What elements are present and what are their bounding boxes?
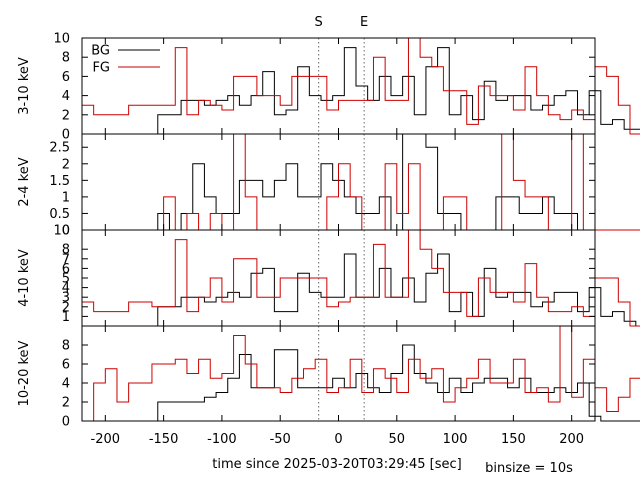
x-axis-label: time since 2025-03-20T03:29:45 [sec] [212,457,461,472]
y-tick-label: 1 [62,310,70,325]
panel-frame [81,229,596,327]
series-fg-line [82,229,640,327]
y-axis-label: 2-4 keV [17,157,32,206]
x-tick-label: 150 [501,432,526,447]
y-tick-label: 4 [62,377,70,392]
y-tick-label: 7 [62,252,70,267]
y-tick-label: 8 [62,339,70,354]
y-tick-label: 2 [62,396,70,411]
marker-label-e: E [360,15,368,30]
y-axis-label: 4-10 keV [17,249,32,307]
y-tick-label: 8 [62,243,70,258]
y-tick-label: 1.5 [49,174,70,189]
x-tick-label: -100 [207,432,237,447]
x-tick-label: 200 [559,432,584,447]
x-tick-label: -150 [149,432,179,447]
panel-frame [81,37,596,135]
y-tick-label: 2 [62,108,70,123]
y-tick-label: 0 [62,224,70,239]
y-tick-label: 0.5 [49,207,70,222]
binsize-label: binsize = 10s [485,461,573,476]
panel-4: 0 2 4 6 8 -200 -150 -100 -50 0 50 100 150 200 10-20 ke… [17,325,640,447]
x-tick-label: 100 [443,432,468,447]
y-tick-label: 2 [62,157,70,172]
y-tick-label: 10 [53,224,70,239]
y-tick-label: 6 [62,262,70,277]
series-fg-line [82,133,640,231]
y-tick-label: 10 [53,32,70,47]
marker-label-s: S [315,15,323,30]
legend-label-bg: BG [91,44,110,59]
y-tick-label: 4 [62,89,70,104]
y-tick-label: 1 [62,190,70,205]
legend-label-fg: FG [92,61,110,76]
y-tick-label: 4 [62,281,70,296]
series-bg-line [82,47,640,135]
y-tick-label: 0 [62,415,70,430]
panel-1: 0 2 4 6 8 10 3-10 keV S E BG FG [17,15,640,143]
x-tick-label: -50 [270,432,291,447]
y-axis-label: 3-10 keV [17,57,32,115]
y-tick-label: 2.5 [49,141,70,156]
series-bg-line [82,344,640,422]
y-tick-label: 2 [62,300,70,315]
y-axis-label: 10-20 keV [17,340,32,406]
y-tick-label: 5 [62,272,70,287]
x-tick-label: 50 [389,432,406,447]
y-tick-label: 3 [62,291,70,306]
panel-2: 0 0.5 11.5 22.5 2-4 keV [17,133,640,239]
x-tick-label: 0 [334,432,342,447]
x-tick-label: -200 [91,432,121,447]
series-bg-line [82,133,640,231]
y-tick-label: 0 [62,128,70,143]
y-tick-label: 6 [62,70,70,85]
series-bg-line [82,253,640,327]
series-fg-line [82,325,640,422]
panel-frame [81,325,596,422]
y-tick-label: 8 [62,51,70,66]
y-tick-label: 6 [62,358,70,373]
